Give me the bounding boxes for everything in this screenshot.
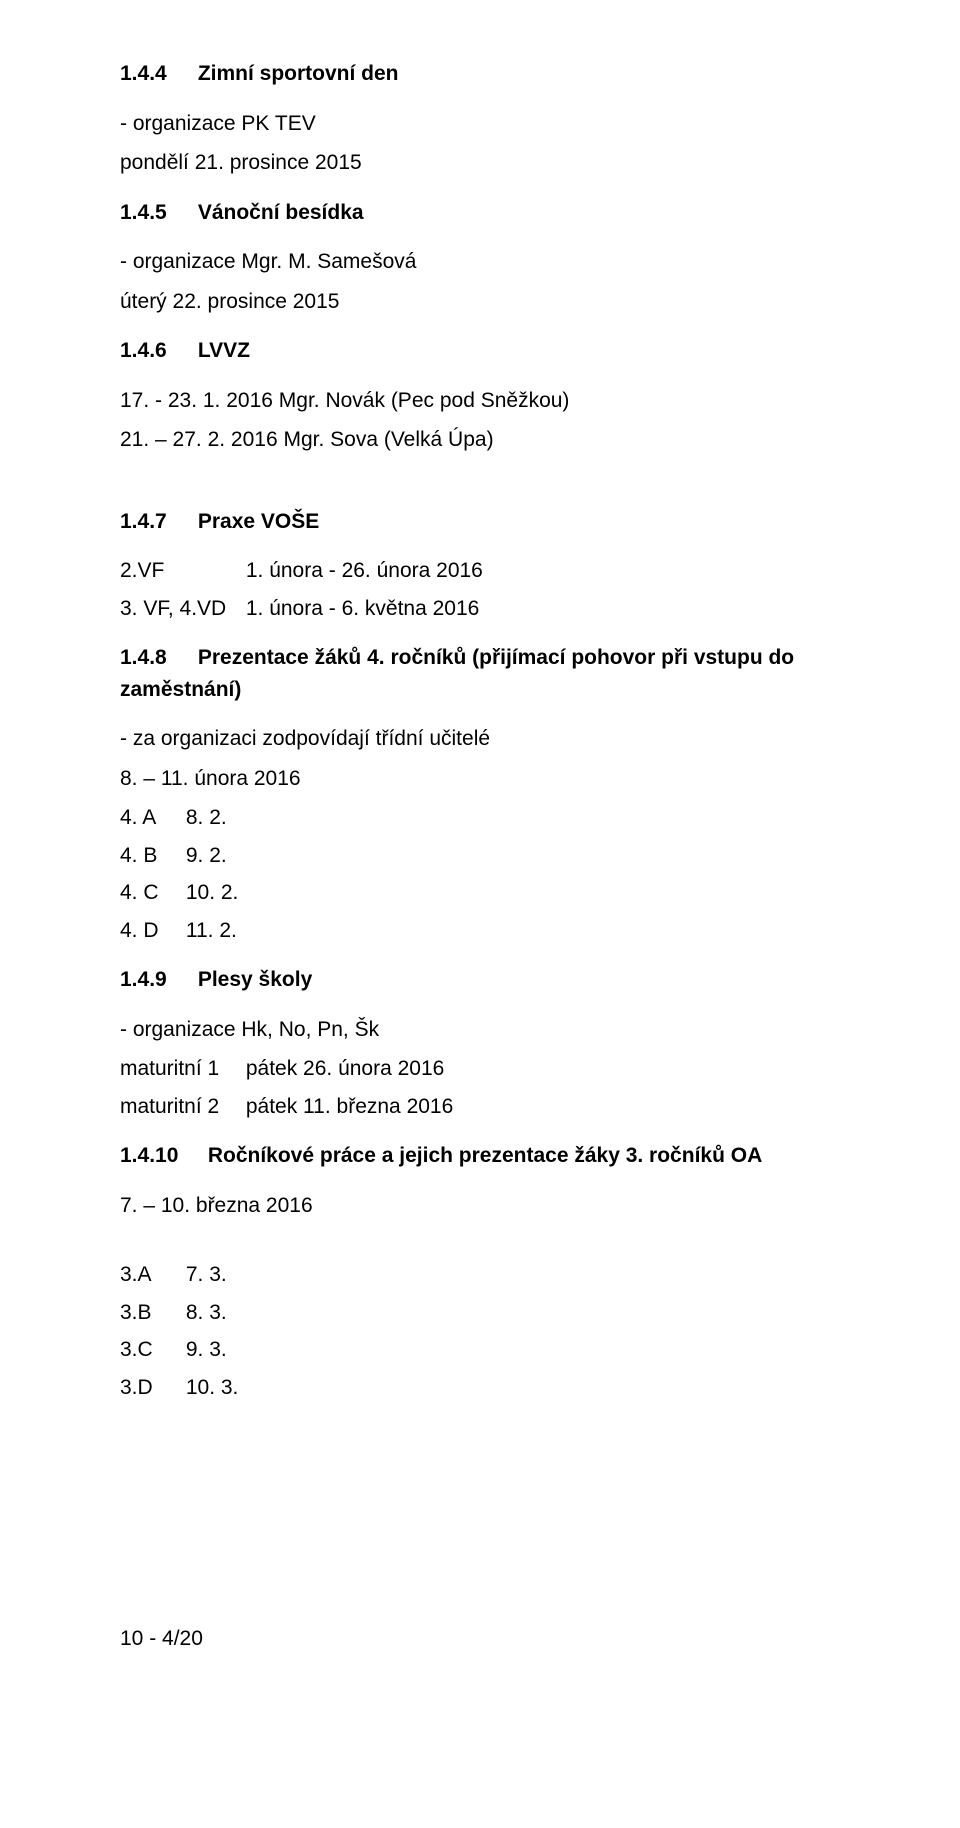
body-line: 21. – 27. 2. 2016 Mgr. Sova (Velká Úpa): [120, 424, 840, 456]
kv-row: 4. B 9. 2.: [120, 840, 840, 872]
kv-key: 3. VF, 4.VD: [120, 593, 240, 625]
section-num: 1.4.9: [120, 964, 192, 996]
body-line: 8. – 11. února 2016: [120, 763, 840, 795]
kv-key: 3.C: [120, 1334, 180, 1366]
kv-key: 4. D: [120, 915, 180, 947]
section-heading-147: 1.4.7 Praxe VOŠE: [120, 506, 840, 538]
kv-key: 4. C: [120, 877, 180, 909]
body-line: 17. - 23. 1. 2016 Mgr. Novák (Pec pod Sn…: [120, 385, 840, 417]
section-num: 1.4.10: [120, 1140, 202, 1172]
section-title: Vánoční besídka: [198, 201, 364, 224]
body-line: pondělí 21. prosince 2015: [120, 147, 840, 179]
section-num: 1.4.6: [120, 335, 192, 367]
page-footer: 10 - 4/20: [120, 1623, 840, 1655]
kv-value: 10. 3.: [186, 1376, 239, 1399]
kv-value: 1. února - 6. května 2016: [246, 597, 480, 620]
kv-value: 8. 2.: [186, 806, 227, 829]
section-title: Prezentace žáků 4. ročníků (přijímací po…: [120, 646, 794, 701]
kv-row: 3. VF, 4.VD 1. února - 6. května 2016: [120, 593, 840, 625]
kv-row: 4. A 8. 2.: [120, 802, 840, 834]
section-num: 1.4.8: [120, 642, 192, 674]
section-title: LVVZ: [198, 339, 250, 362]
section-title: Praxe VOŠE: [198, 510, 319, 533]
body-line: - organizace Hk, No, Pn, Šk: [120, 1014, 840, 1046]
section-num: 1.4.5: [120, 197, 192, 229]
kv-row: 3.C 9. 3.: [120, 1334, 840, 1366]
body-line: úterý 22. prosince 2015: [120, 286, 840, 318]
kv-key: maturitní 1: [120, 1053, 240, 1085]
kv-key: 2.VF: [120, 555, 240, 587]
section-heading-145: 1.4.5 Vánoční besídka: [120, 197, 840, 229]
section-heading-144: 1.4.4 Zimní sportovní den: [120, 58, 840, 90]
spacer: [120, 464, 840, 488]
kv-key: 3.D: [120, 1372, 180, 1404]
kv-key: 4. A: [120, 802, 180, 834]
kv-row: maturitní 1 pátek 26. února 2016: [120, 1053, 840, 1085]
kv-row: 4. D 11. 2.: [120, 915, 840, 947]
kv-row: 3.B 8. 3.: [120, 1297, 840, 1329]
kv-row: 3.A 7. 3.: [120, 1259, 840, 1291]
body-line: - za organizaci zodpovídají třídní učite…: [120, 723, 840, 755]
section-title: Ročníkové práce a jejich prezentace žáky…: [208, 1144, 762, 1167]
section-heading-149: 1.4.9 Plesy školy: [120, 964, 840, 996]
body-line: - organizace Mgr. M. Samešová: [120, 246, 840, 278]
spacer: [120, 1229, 840, 1253]
section-heading-146: 1.4.6 LVVZ: [120, 335, 840, 367]
kv-key: 4. B: [120, 840, 180, 872]
kv-value: 10. 2.: [186, 881, 239, 904]
section-title: Zimní sportovní den: [198, 62, 399, 85]
section-title: Plesy školy: [198, 968, 312, 991]
kv-row: 2.VF 1. února - 26. února 2016: [120, 555, 840, 587]
section-num: 1.4.4: [120, 58, 192, 90]
body-line: - organizace PK TEV: [120, 108, 840, 140]
body-line: 7. – 10. března 2016: [120, 1190, 840, 1222]
kv-row: maturitní 2 pátek 11. března 2016: [120, 1091, 840, 1123]
kv-row: 3.D 10. 3.: [120, 1372, 840, 1404]
kv-value: pátek 11. března 2016: [246, 1095, 453, 1118]
kv-value: 1. února - 26. února 2016: [246, 559, 483, 582]
kv-value: 7. 3.: [186, 1263, 227, 1286]
kv-value: pátek 26. února 2016: [246, 1057, 445, 1080]
kv-key: maturitní 2: [120, 1091, 240, 1123]
kv-key: 3.B: [120, 1297, 180, 1329]
section-heading-148: 1.4.8 Prezentace žáků 4. ročníků (přijím…: [120, 642, 840, 705]
kv-value: 9. 2.: [186, 844, 227, 867]
kv-row: 4. C 10. 2.: [120, 877, 840, 909]
section-heading-1410: 1.4.10 Ročníkové práce a jejich prezenta…: [120, 1140, 840, 1172]
section-num: 1.4.7: [120, 506, 192, 538]
kv-value: 9. 3.: [186, 1338, 227, 1361]
kv-value: 8. 3.: [186, 1301, 227, 1324]
kv-key: 3.A: [120, 1259, 180, 1291]
kv-value: 11. 2.: [186, 919, 237, 942]
